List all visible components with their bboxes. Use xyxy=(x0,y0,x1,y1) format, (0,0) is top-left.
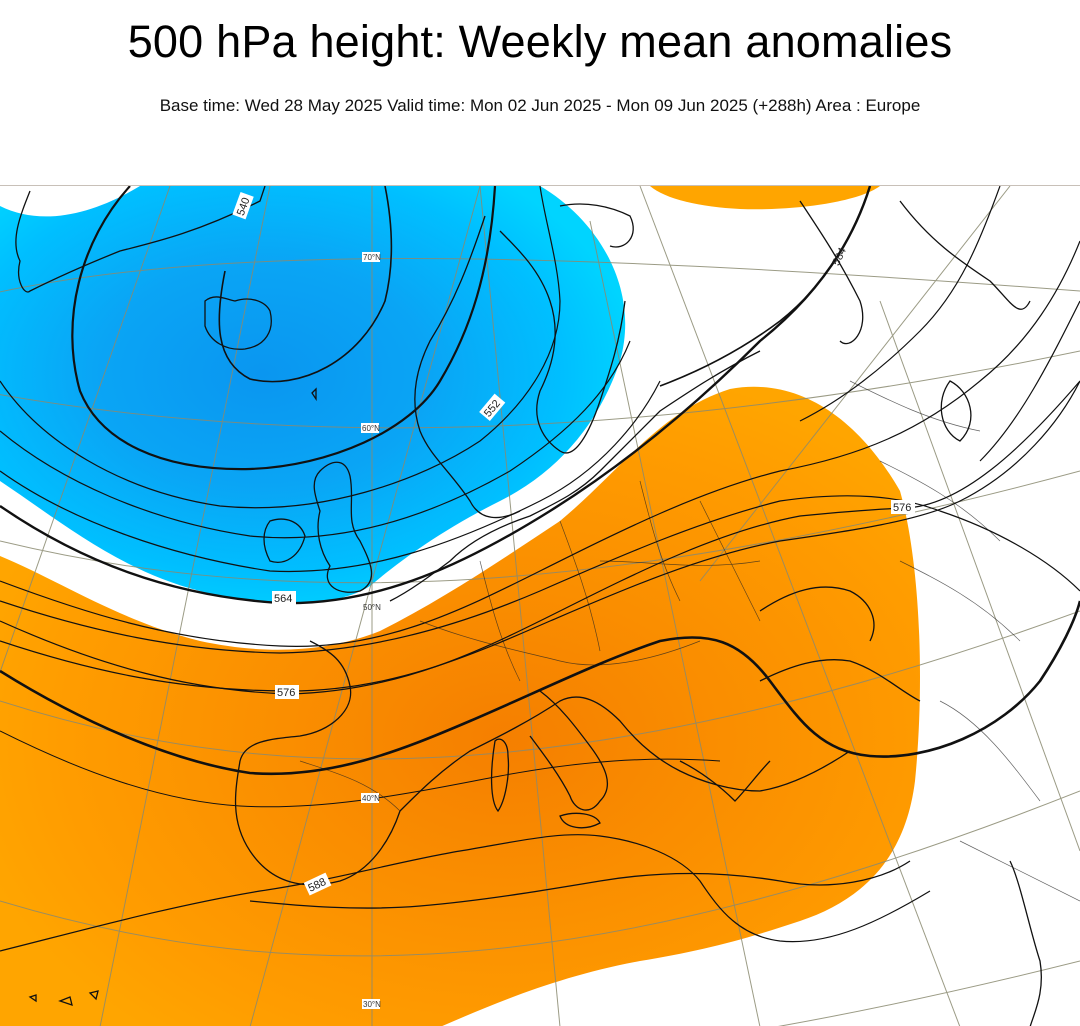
lat-label-40n: 40°N xyxy=(361,793,380,803)
contour-label-564: 564 xyxy=(272,591,296,605)
chart-title: 500 hPa height: Weekly mean anomalies xyxy=(127,16,953,67)
lat-label-70n: 70°N xyxy=(362,252,381,262)
chart-subtitle: Base time: Wed 28 May 2025 Valid time: M… xyxy=(159,96,921,115)
contour-label-576-east: 576 xyxy=(891,500,915,514)
svg-text:50°N: 50°N xyxy=(363,603,381,612)
lat-label-30n: 30°N xyxy=(362,999,381,1009)
positive-anomaly-region xyxy=(0,186,920,1026)
anomaly-map: 540 552 564 576 584 576 xyxy=(0,185,1080,1026)
svg-text:564: 564 xyxy=(274,593,292,605)
svg-text:30°N: 30°N xyxy=(363,1000,381,1009)
lat-label-60n: 60°N xyxy=(361,423,380,433)
svg-text:70°N: 70°N xyxy=(363,253,381,262)
graticule xyxy=(0,186,1080,1026)
svg-text:540: 540 xyxy=(235,196,253,217)
contour-labels: 540 552 564 576 584 576 xyxy=(232,191,915,896)
contour-label-540: 540 xyxy=(232,191,254,220)
contour-label-576-west: 576 xyxy=(275,685,299,699)
svg-text:60°N: 60°N xyxy=(362,424,380,433)
latitude-labels: 70°N 60°N 50°N 40°N 30°N xyxy=(361,252,381,1009)
svg-text:576: 576 xyxy=(893,502,911,514)
svg-text:576: 576 xyxy=(277,687,295,699)
svg-text:40°N: 40°N xyxy=(362,794,380,803)
chart-header: 500 hPa height: Weekly mean anomalies Ba… xyxy=(0,0,1080,185)
country-borders xyxy=(299,380,1080,902)
lat-label-50n: 50°N xyxy=(363,603,381,612)
